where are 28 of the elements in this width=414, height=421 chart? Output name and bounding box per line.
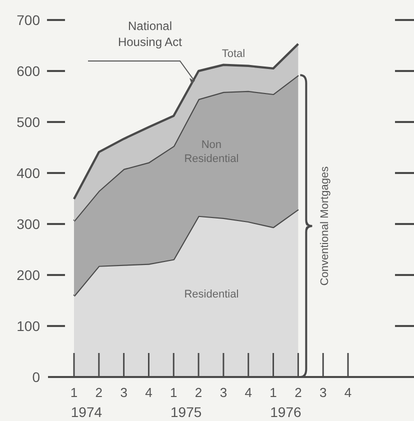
y-tick-label: 700	[16, 12, 40, 28]
y-tick-label: 0	[32, 369, 40, 385]
x-tick-label: 3	[220, 385, 228, 400]
text: 1975	[170, 404, 202, 420]
y-tick-label: 500	[16, 114, 40, 130]
x-tick-label: 1	[70, 385, 78, 400]
y-tick-label: 200	[16, 267, 40, 283]
y-tick-label: 600	[16, 63, 40, 79]
x-tick-label: 1	[270, 385, 277, 400]
x-tick-label: 3	[319, 385, 327, 400]
x-tick-label: 4	[244, 385, 252, 400]
x-tick-label: 1	[170, 385, 178, 400]
y-tick-label: 300	[16, 216, 40, 232]
text: 1976	[270, 404, 302, 420]
annotation: Conventional Mortgages	[319, 166, 332, 286]
series-label: Residential	[184, 288, 239, 300]
x-tick-label: 2	[294, 385, 302, 400]
series-label: Non Residential	[184, 138, 239, 165]
x-tick-label: 2	[194, 385, 202, 400]
x-tick-label: 3	[120, 385, 128, 400]
x-tick-label: 2	[95, 385, 103, 400]
text: 1974	[70, 404, 102, 420]
text: National Housing Act	[118, 19, 183, 49]
y-tick-label: 100	[16, 318, 40, 334]
x-tick-label: 4	[145, 385, 152, 400]
annotation: Total	[222, 48, 246, 60]
x-tick-label: 4	[344, 385, 352, 400]
y-tick-label: 400	[16, 165, 40, 181]
